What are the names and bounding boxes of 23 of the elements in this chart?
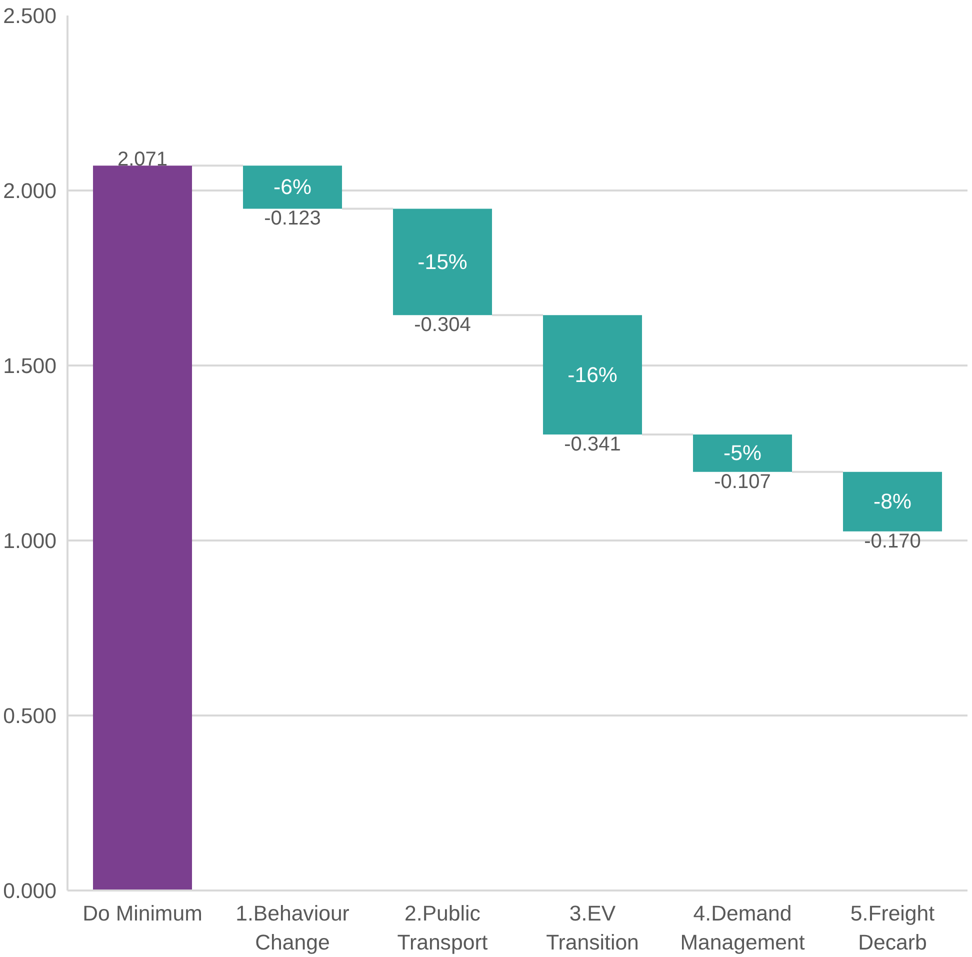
y-tick-label: 2.500 xyxy=(3,4,57,28)
x-tick-label: 1.Behaviour Change xyxy=(236,902,350,954)
data-label: 2.071 xyxy=(117,148,168,171)
annotation: -5% xyxy=(724,441,762,466)
data-label: -0.123 xyxy=(264,208,321,230)
x-tick-label: 5.Freight Decarb xyxy=(850,902,935,954)
y-tick-label: 0.000 xyxy=(3,879,57,903)
y-tick-label: 2.000 xyxy=(3,179,57,203)
annotation: -15% xyxy=(418,250,468,274)
x-tick-label: 4.Demand Management xyxy=(680,902,805,954)
y-tick-label: 1.000 xyxy=(3,529,57,553)
data-label: -0.304 xyxy=(414,314,471,336)
annotation: -8% xyxy=(874,490,912,514)
y-tick-label: 0.500 xyxy=(3,704,57,728)
data-label: -0.170 xyxy=(864,530,921,552)
data-label: -0.341 xyxy=(564,433,621,456)
data-label: -0.107 xyxy=(714,470,771,493)
x-tick-label: Do Minimum xyxy=(82,902,202,926)
x-tick-label: 2.Public Transport xyxy=(397,902,488,954)
annotation: -6% xyxy=(274,175,312,200)
x-tick-label: 3.EV Transition xyxy=(546,902,639,954)
y-tick-label: 1.500 xyxy=(3,354,57,378)
annotation: -16% xyxy=(568,362,618,387)
